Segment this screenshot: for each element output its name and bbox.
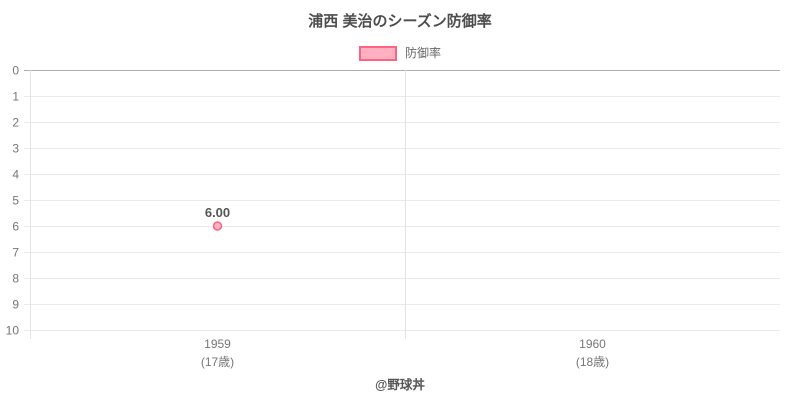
- legend-label: 防御率: [404, 46, 441, 60]
- y-tick-label: 5: [12, 194, 19, 208]
- x-tick-label: 1959: [204, 337, 231, 351]
- data-point-label: 6.00: [205, 205, 230, 220]
- y-tick-label: 2: [12, 116, 19, 130]
- chart-title: 浦西 美治のシーズン防御率: [308, 13, 492, 30]
- y-tick-label: 7: [12, 246, 19, 260]
- y-tick-label: 8: [12, 272, 19, 286]
- y-tick-label: 1: [12, 90, 19, 104]
- y-tick-label: 10: [6, 324, 20, 338]
- data-point[interactable]: [212, 221, 223, 231]
- y-tick-label: 3: [12, 142, 19, 156]
- x-tick-sublabel: (17歳): [201, 355, 234, 369]
- y-tick-label: 0: [12, 64, 19, 78]
- x-tick-sublabel: (18歳): [576, 355, 609, 369]
- y-tick-label: 6: [12, 220, 19, 234]
- y-tick-label: 4: [12, 168, 19, 182]
- legend[interactable]: 防御率: [0, 46, 800, 61]
- legend-swatch: [358, 46, 397, 61]
- x-tick-label: 1960: [579, 337, 606, 351]
- credit-text: @野球丼: [375, 378, 425, 392]
- y-tick-label: 9: [12, 298, 19, 312]
